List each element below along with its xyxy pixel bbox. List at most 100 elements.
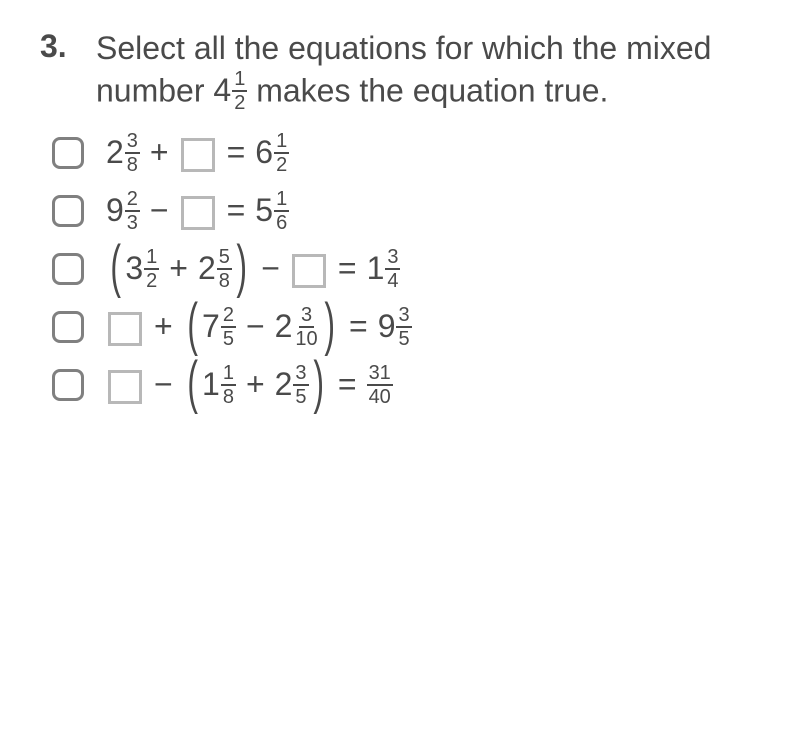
- mixed-whole: 7: [202, 308, 220, 345]
- fraction-denominator: 5: [293, 386, 308, 407]
- mixed-number: 118: [202, 363, 236, 407]
- mixed-fraction: 12: [232, 69, 247, 113]
- fraction: 35: [396, 305, 411, 349]
- mixed-whole: 3: [125, 250, 143, 287]
- problem: 3. Select all the equations for which th…: [40, 28, 760, 407]
- mixed-whole: 1: [367, 250, 385, 287]
- mixed-number: 312: [125, 247, 159, 291]
- mixed-number: 258: [198, 247, 232, 291]
- fraction-numerator: 1: [274, 189, 289, 212]
- choice-row: 238+=612: [52, 131, 760, 175]
- fraction-denominator: 8: [125, 154, 140, 175]
- blank-box[interactable]: [108, 312, 142, 346]
- operator: −: [150, 192, 169, 229]
- mixed-whole: 4: [213, 70, 231, 111]
- fraction-numerator: 3: [396, 305, 411, 328]
- fraction-numerator: 2: [125, 189, 140, 212]
- fraction-denominator: 40: [367, 386, 393, 407]
- fraction: 12: [144, 247, 159, 291]
- fraction: 18: [221, 363, 236, 407]
- choice-row: 923−=516: [52, 189, 760, 233]
- mixed-whole: 2: [106, 134, 124, 171]
- fraction-denominator: 10: [293, 328, 319, 349]
- equals-sign: =: [227, 192, 246, 229]
- blank-box[interactable]: [292, 254, 326, 288]
- equals-sign: =: [338, 250, 357, 287]
- choice-checkbox[interactable]: [52, 195, 84, 227]
- fraction: 23: [125, 189, 140, 233]
- question-body: Select all the equations for which the m…: [96, 28, 760, 407]
- page: 3. Select all the equations for which th…: [0, 0, 800, 427]
- choice-row: (312+258)−=134: [52, 247, 760, 291]
- fraction: 34: [385, 247, 400, 291]
- fraction-denominator: 8: [217, 270, 232, 291]
- mixed-whole: 5: [255, 192, 273, 229]
- mixed-number: 516: [255, 189, 289, 233]
- operator: +: [246, 366, 265, 403]
- mixed-number: 238: [106, 131, 140, 175]
- choice-equation: +(725−2310)=935: [106, 305, 412, 349]
- fraction: 310: [293, 305, 319, 349]
- choice-equation: 238+=612: [106, 131, 289, 175]
- choice-equation: 923−=516: [106, 189, 289, 233]
- fraction: 12: [274, 131, 289, 175]
- mixed-whole: 9: [106, 192, 124, 229]
- choice-equation: (312+258)−=134: [106, 247, 400, 291]
- fraction-numerator: 3: [293, 363, 308, 386]
- blank-box[interactable]: [181, 138, 215, 172]
- fraction-numerator: 2: [221, 305, 236, 328]
- equals-sign: =: [338, 366, 357, 403]
- fraction: 58: [217, 247, 232, 291]
- mixed-whole: 2: [275, 308, 293, 345]
- blank-box[interactable]: [108, 370, 142, 404]
- equals-sign: =: [227, 134, 246, 171]
- fraction-numerator: 1: [221, 363, 236, 386]
- blank-box[interactable]: [181, 196, 215, 230]
- mixed-whole: 1: [202, 366, 220, 403]
- mixed-whole: 2: [275, 366, 293, 403]
- prompt-mixed-number: 412: [213, 69, 247, 113]
- fraction-denominator: 2: [274, 154, 289, 175]
- choice-row: −(118+235)=3140: [52, 363, 760, 407]
- mixed-number: 612: [255, 131, 289, 175]
- choices-list: 238+=612923−=516(312+258)−=134+(725−2310…: [52, 131, 760, 407]
- choice-checkbox[interactable]: [52, 253, 84, 285]
- operator: +: [150, 134, 169, 171]
- fraction-numerator: 1: [274, 131, 289, 154]
- fraction-denominator: 2: [144, 270, 159, 291]
- choice-checkbox[interactable]: [52, 137, 84, 169]
- fraction-numerator: 31: [367, 363, 393, 386]
- choice-row: +(725−2310)=935: [52, 305, 760, 349]
- mixed-number: 235: [275, 363, 309, 407]
- operator: −: [154, 366, 173, 403]
- mixed-number: 134: [367, 247, 401, 291]
- fraction-denominator: 6: [274, 212, 289, 233]
- mixed-whole: 6: [255, 134, 273, 171]
- fraction: 25: [221, 305, 236, 349]
- mixed-number: 935: [378, 305, 412, 349]
- fraction: 38: [125, 131, 140, 175]
- operator: −: [246, 308, 265, 345]
- choice-checkbox[interactable]: [52, 311, 84, 343]
- operator: +: [169, 250, 188, 287]
- operator: −: [261, 250, 280, 287]
- choice-checkbox[interactable]: [52, 369, 84, 401]
- mixed-number: 2310: [275, 305, 320, 349]
- fraction-numerator: 3: [125, 131, 140, 154]
- mixed-number: 3140: [367, 363, 393, 407]
- fraction: 3140: [367, 363, 393, 407]
- operator: +: [154, 308, 173, 345]
- mixed-number: 923: [106, 189, 140, 233]
- fraction-denominator: 8: [221, 386, 236, 407]
- fraction: 16: [274, 189, 289, 233]
- fraction-denominator: 5: [221, 328, 236, 349]
- fraction-denominator: 5: [396, 328, 411, 349]
- equals-sign: =: [349, 308, 368, 345]
- fraction-numerator: 5: [217, 247, 232, 270]
- choice-equation: −(118+235)=3140: [106, 363, 393, 407]
- mixed-number: 725: [202, 305, 236, 349]
- mixed-whole: 2: [198, 250, 216, 287]
- fraction-numerator: 1: [144, 247, 159, 270]
- prompt: Select all the equations for which the m…: [96, 28, 760, 113]
- fraction-numerator: 1: [232, 69, 247, 92]
